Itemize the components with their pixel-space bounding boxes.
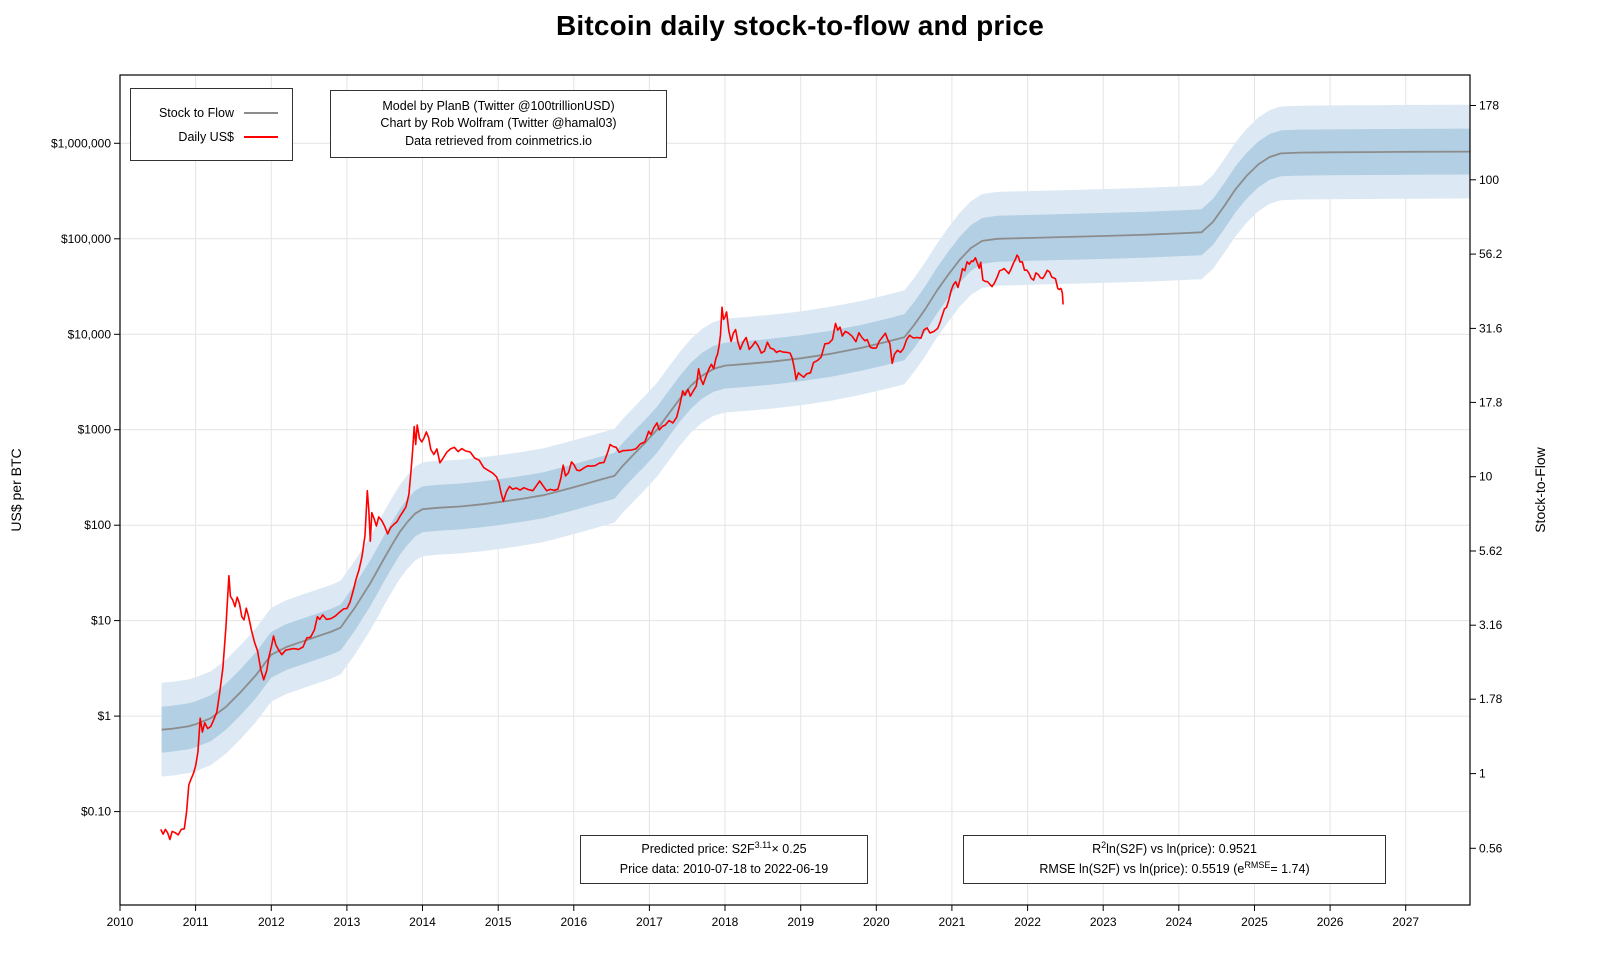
x-tick-label: 2022: [1014, 915, 1041, 929]
rmse-exponent: RMSE: [1244, 859, 1271, 870]
x-tick-label: 2027: [1392, 915, 1419, 929]
legend-label-daily-usd: Daily US$: [178, 129, 234, 144]
usd-tick-label: $1,000,000: [51, 136, 111, 150]
rmse-value: = 1.74): [1270, 861, 1310, 876]
credits-box: Model by PlanB (Twitter @100trillionUSD)…: [330, 90, 667, 158]
x-tick-label: 2025: [1241, 915, 1268, 929]
x-tick-label: 2017: [636, 915, 663, 929]
legend-label-stock-to-flow: Stock to Flow: [158, 105, 234, 120]
usd-tick-label: $10: [91, 614, 111, 628]
usd-tick-label: $100,000: [61, 232, 111, 246]
x-tick-label: 2013: [334, 915, 361, 929]
x-tick-label: 2012: [258, 915, 285, 929]
r-squared-line: R2ln(S2F) vs ln(price): 0.9521: [964, 840, 1385, 859]
chart-title: Bitcoin daily stock-to-flow and price: [555, 10, 1045, 41]
s2f-tick-label: 3.16: [1479, 618, 1503, 632]
credits-line-model: Model by PlanB (Twitter @100trillionUSD): [382, 98, 615, 113]
predicted-price-exponent: 3.11: [754, 839, 772, 850]
s2f-tick-label: 10: [1479, 470, 1493, 484]
s2f-tick-label: 178: [1479, 99, 1499, 113]
x-tick-label: 2011: [183, 915, 209, 929]
r-squared-value: ln(S2F) vs ln(price): 0.9521: [1106, 842, 1257, 857]
confidence-band-outer: [161, 104, 1471, 777]
usd-tick-label: $10,000: [68, 327, 112, 341]
right-axis-title: Stock-to-Flow: [1532, 447, 1548, 533]
axis-ticks: [114, 105, 1476, 911]
s2f-tick-label: 100: [1479, 173, 1499, 187]
x-tick-label: 2015: [485, 915, 512, 929]
price-data-range: Price data: 2010-07-18 to 2022-06-19: [619, 861, 829, 876]
x-tick-label: 2026: [1317, 915, 1344, 929]
x-tick-label: 2014: [409, 915, 436, 929]
legend-item-stock-to-flow: Stock to Flow: [131, 106, 292, 120]
x-tick-label: 2016: [560, 915, 587, 929]
x-tick-label: 2023: [1090, 915, 1117, 929]
usd-tick-label: $0.10: [81, 805, 111, 819]
r-squared-base: R: [1092, 842, 1102, 857]
predicted-price-box: Predicted price: S2F3.11× 0.25 Price dat…: [580, 835, 868, 884]
x-tick-label: 2020: [863, 915, 890, 929]
daily-usd-line-swatch: [244, 135, 278, 138]
plot-border: [119, 74, 1471, 906]
s2f-tick-label: 17.8: [1479, 395, 1503, 409]
r-squared-exponent: 2: [1101, 839, 1107, 850]
x-tick-label: 2018: [712, 915, 739, 929]
rmse-base: RMSE ln(S2F) vs ln(price): 0.5519 (e: [1039, 861, 1245, 876]
daily-price-line: [160, 254, 1064, 841]
s2f-tick-label: 0.56: [1479, 841, 1503, 855]
stock-to-flow-line-swatch: [244, 111, 278, 114]
credits-line-data: Data retrieved from coinmetrics.io: [405, 133, 592, 148]
predicted-price-line: Predicted price: S2F3.11× 0.25: [581, 840, 867, 859]
s2f-tick-label: 56.2: [1479, 247, 1503, 261]
rmse-line: RMSE ln(S2F) vs ln(price): 0.5519 (eRMSE…: [964, 860, 1385, 879]
stock-to-flow-model-line: [161, 150, 1471, 731]
x-tick-label: 2019: [787, 915, 814, 929]
confidence-band-inner: [161, 128, 1471, 753]
s2f-tick-label: 1.78: [1479, 692, 1503, 706]
left-axis-title: US$ per BTC: [8, 448, 24, 532]
model-fit-box: R2ln(S2F) vs ln(price): 0.9521 RMSE ln(S…: [963, 835, 1386, 884]
legend-item-daily-usd: Daily US$: [131, 130, 292, 144]
s2f-tick-label: 1: [1479, 767, 1486, 781]
x-tick-label: 2021: [939, 915, 966, 929]
predicted-price-text: Predicted price: S2F: [641, 842, 755, 857]
usd-tick-label: $1000: [78, 423, 112, 437]
predicted-price-factor: × 0.25: [771, 842, 807, 857]
x-tick-label: 2010: [107, 915, 134, 929]
credits-line-chart: Chart by Rob Wolfram (Twitter @hamal03): [380, 116, 617, 131]
tick-labels: 2010 2011 2012 2013 2014 2015 2016 2017 2018 2019…: [51, 99, 1503, 930]
x-tick-label: 2024: [1165, 915, 1192, 929]
usd-tick-label: $1: [98, 709, 112, 723]
s2f-tick-label: 31.6: [1479, 321, 1503, 335]
s2f-tick-label: 5.62: [1479, 544, 1503, 558]
legend: Stock to Flow Daily US$: [130, 88, 293, 161]
gridlines: [119, 75, 1470, 905]
usd-tick-label: $100: [84, 518, 111, 532]
